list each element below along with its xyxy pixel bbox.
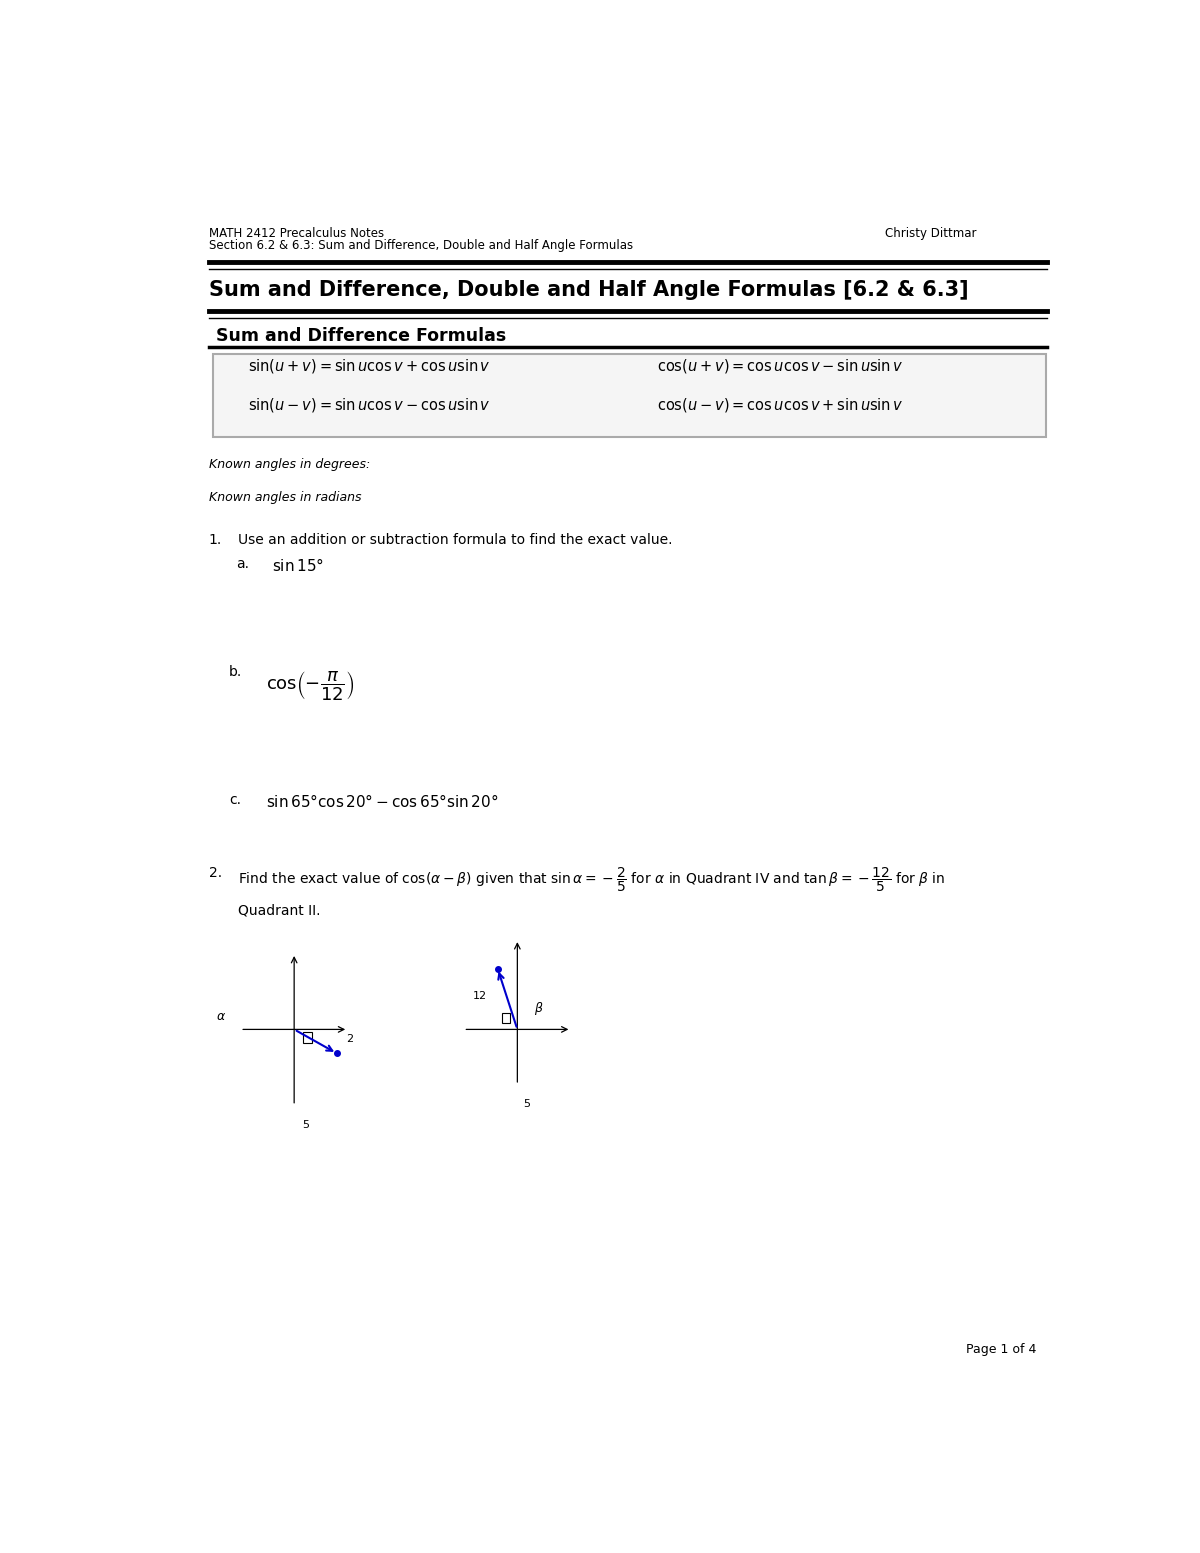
Text: 5: 5	[302, 1120, 308, 1131]
Text: $\cos(u+v)=\cos u\cos v-\sin u\sin v$: $\cos(u+v)=\cos u\cos v-\sin u\sin v$	[656, 357, 904, 376]
Text: 2: 2	[346, 1034, 353, 1044]
Text: 5: 5	[523, 1100, 530, 1109]
Text: Quadrant II.: Quadrant II.	[239, 904, 320, 918]
Bar	[304, 1031, 312, 1042]
Text: $\cos\!\left(-\dfrac{\pi}{12}\right)$: $\cos\!\left(-\dfrac{\pi}{12}\right)$	[266, 669, 354, 702]
Text: 1.: 1.	[209, 533, 222, 547]
Text: 2.: 2.	[209, 865, 222, 879]
Text: MATH 2412 Precalculus Notes: MATH 2412 Precalculus Notes	[209, 227, 384, 241]
Text: Sum and Difference Formulas: Sum and Difference Formulas	[216, 328, 506, 345]
Text: 12: 12	[473, 991, 486, 1002]
FancyBboxPatch shape	[214, 354, 1045, 438]
Text: a.: a.	[236, 558, 250, 572]
Text: Use an addition or subtraction formula to find the exact value.: Use an addition or subtraction formula t…	[239, 533, 673, 547]
Text: Known angles in degrees:: Known angles in degrees:	[209, 458, 370, 471]
Text: c.: c.	[229, 792, 241, 806]
Text: Page 1 of 4: Page 1 of 4	[966, 1343, 1036, 1356]
Text: $\alpha$: $\alpha$	[216, 1011, 227, 1023]
Text: Christy Dittmar: Christy Dittmar	[884, 227, 977, 241]
Text: $\sin 65°\cos 20°-\cos 65°\sin 20°$: $\sin 65°\cos 20°-\cos 65°\sin 20°$	[266, 792, 499, 809]
Text: Find the exact value of $\cos(\alpha-\beta)$ given that $\sin\alpha=-\dfrac{2}{5: Find the exact value of $\cos(\alpha-\be…	[239, 865, 946, 895]
Text: Sum and Difference, Double and Half Angle Formulas [6.2 & 6.3]: Sum and Difference, Double and Half Angl…	[209, 280, 968, 300]
Text: $\sin 15°$: $\sin 15°$	[272, 558, 324, 575]
Text: Known angles in radians: Known angles in radians	[209, 491, 361, 505]
Text: Section 6.2 & 6.3: Sum and Difference, Double and Half Angle Formulas: Section 6.2 & 6.3: Sum and Difference, D…	[209, 239, 632, 252]
Bar	[502, 1013, 510, 1023]
Text: $\sin(u+v)=\sin u\cos v+\cos u\sin v$: $\sin(u+v)=\sin u\cos v+\cos u\sin v$	[247, 357, 491, 376]
Text: $\sin(u-v)=\sin u\cos v-\cos u\sin v$: $\sin(u-v)=\sin u\cos v-\cos u\sin v$	[247, 396, 491, 413]
Text: $\cos(u-v)=\cos u\cos v+\sin u\sin v$: $\cos(u-v)=\cos u\cos v+\sin u\sin v$	[656, 396, 904, 413]
Text: b.: b.	[229, 665, 242, 679]
Text: $\beta$: $\beta$	[534, 1000, 544, 1017]
